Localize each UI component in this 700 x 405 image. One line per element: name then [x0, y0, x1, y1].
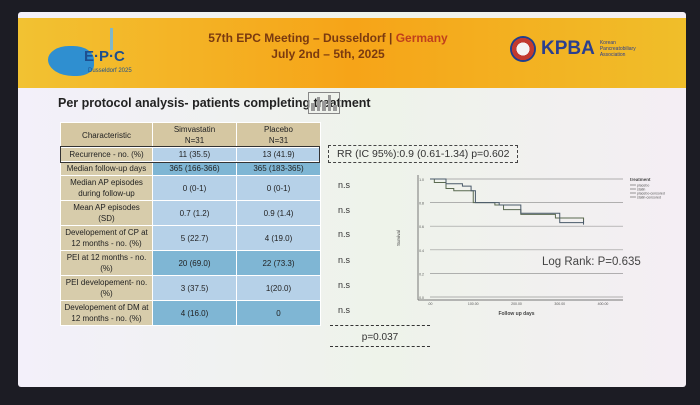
x-tick-label: 400.00	[598, 302, 609, 306]
legend-title: treatment	[630, 177, 651, 182]
km-curve-statin	[430, 178, 585, 221]
p-value-box: p=0.037	[330, 325, 430, 347]
cell-value: 0	[236, 300, 321, 326]
cell-value: 0 (0-1)	[152, 175, 237, 201]
cell-value: 20 (69.0)	[152, 250, 237, 276]
row-label: Developement of DM at 12 months - no. (%…	[60, 300, 153, 326]
cell-value: 3 (37.5)	[152, 275, 237, 301]
cell-value: 11 (35.5)	[152, 147, 237, 162]
table-row: Median AP episodes during follow-up 0 (0-…	[60, 175, 321, 201]
y-tick-label: 0.4	[419, 249, 424, 253]
km-curve-placebo	[430, 178, 584, 224]
cell-value: 22 (73.3)	[236, 250, 321, 276]
row-label: Median follow-up days	[60, 161, 153, 176]
x-tick-label: .00	[428, 302, 433, 306]
col-header: Simvastatin N=31	[152, 122, 237, 148]
cell-value: 365 (166-366)	[152, 161, 237, 176]
cell-value: 4 (19.0)	[236, 225, 321, 251]
legend-entry: statin-censored	[637, 196, 661, 200]
y-tick-label: 0.6	[419, 225, 424, 229]
y-axis-label: Survival	[396, 230, 401, 246]
y-tick-label: 0.0	[419, 296, 424, 300]
table-row: Mean AP episodes (SD) 0.7 (1.2) 0.9 (1.4)	[60, 200, 321, 226]
slide-title: Per protocol analysis- patients completi…	[58, 96, 371, 110]
row-label: Recurrence - no. (%)	[60, 147, 153, 162]
y-tick-label: 0.2	[419, 272, 424, 276]
cell-value: 0 (0-1)	[236, 175, 321, 201]
kpba-logo: KPBA Korean Pancreatobiliary Association	[510, 36, 636, 62]
legend-entry: placebo	[637, 184, 649, 188]
col-header: Characteristic	[60, 122, 153, 148]
x-tick-label: 300.00	[554, 302, 565, 306]
row-label: Median AP episodes during follow-up	[60, 175, 153, 201]
significance-label: n.s	[338, 280, 351, 290]
table-row: Developement of DM at 12 months - no. (%…	[60, 300, 321, 326]
meeting-title: 57th EPC Meeting – Dusseldorf | Germany J…	[208, 31, 448, 61]
significance-label: n.s	[338, 305, 351, 315]
row-label: Mean AP episodes (SD)	[60, 200, 153, 226]
table-row: PEI developement- no. (%) 3 (37.5) 1(20.0)	[60, 275, 321, 301]
rr-box: RR (IC 95%):0.9 (0.61-1.34) p=0.602	[328, 145, 519, 163]
table-row: Developement of CP at 12 months - no. (%…	[60, 225, 321, 251]
cell-value: 5 (22.7)	[152, 225, 237, 251]
cell-value: 4 (16.0)	[152, 300, 237, 326]
table-row: Median follow-up days 365 (166-366) 365 (1…	[60, 161, 321, 176]
legend-entry: statin	[637, 188, 645, 192]
cell-value: 1(20.0)	[236, 275, 321, 301]
row-label: Developement of CP at 12 months - no. (%…	[60, 225, 153, 251]
x-tick-label: 100.00	[468, 302, 479, 306]
x-axis-label: Follow up days	[498, 311, 534, 317]
significance-label: n.s	[338, 229, 351, 239]
epc-logo: E·P·C Dusseldorf 2025	[48, 28, 148, 83]
significance-label: n.s	[338, 205, 351, 215]
y-tick-label: 1.0	[419, 178, 424, 182]
col-header: Placebo N=31	[236, 122, 321, 148]
x-tick-label: 200.00	[511, 302, 522, 306]
row-label: PEI developement- no. (%)	[60, 275, 153, 301]
cell-value: 0.7 (1.2)	[152, 200, 237, 226]
significance-label: n.s	[338, 255, 351, 265]
row-label: PEI at 12 months - no. (%)	[60, 250, 153, 276]
slide: E·P·C Dusseldorf 2025 57th EPC Meeting – …	[18, 12, 686, 387]
results-table: Characteristic Simvastatin N=31 Placebo N=…	[60, 122, 321, 326]
y-tick-label: 0.8	[419, 202, 424, 206]
legend-entry: placebo-censored	[637, 192, 665, 196]
cell-value: 0.9 (1.4)	[236, 200, 321, 226]
slide-header: E·P·C Dusseldorf 2025 57th EPC Meeting – …	[18, 18, 686, 88]
km-chart: 0.0 0.2 0.4 0.6 0.8 1.0 .00 100.00 200.00 300.00 4…	[396, 175, 665, 317]
log-rank: Log Rank: P=0.635	[542, 256, 641, 268]
bar-chart-icon	[308, 92, 340, 114]
significance-label: n.s	[338, 180, 351, 190]
recurrence-highlight	[60, 146, 320, 163]
table-row: PEI at 12 months - no. (%) 20 (69.0) 22 (7…	[60, 250, 321, 276]
cell-value: 365 (183-365)	[236, 161, 321, 176]
